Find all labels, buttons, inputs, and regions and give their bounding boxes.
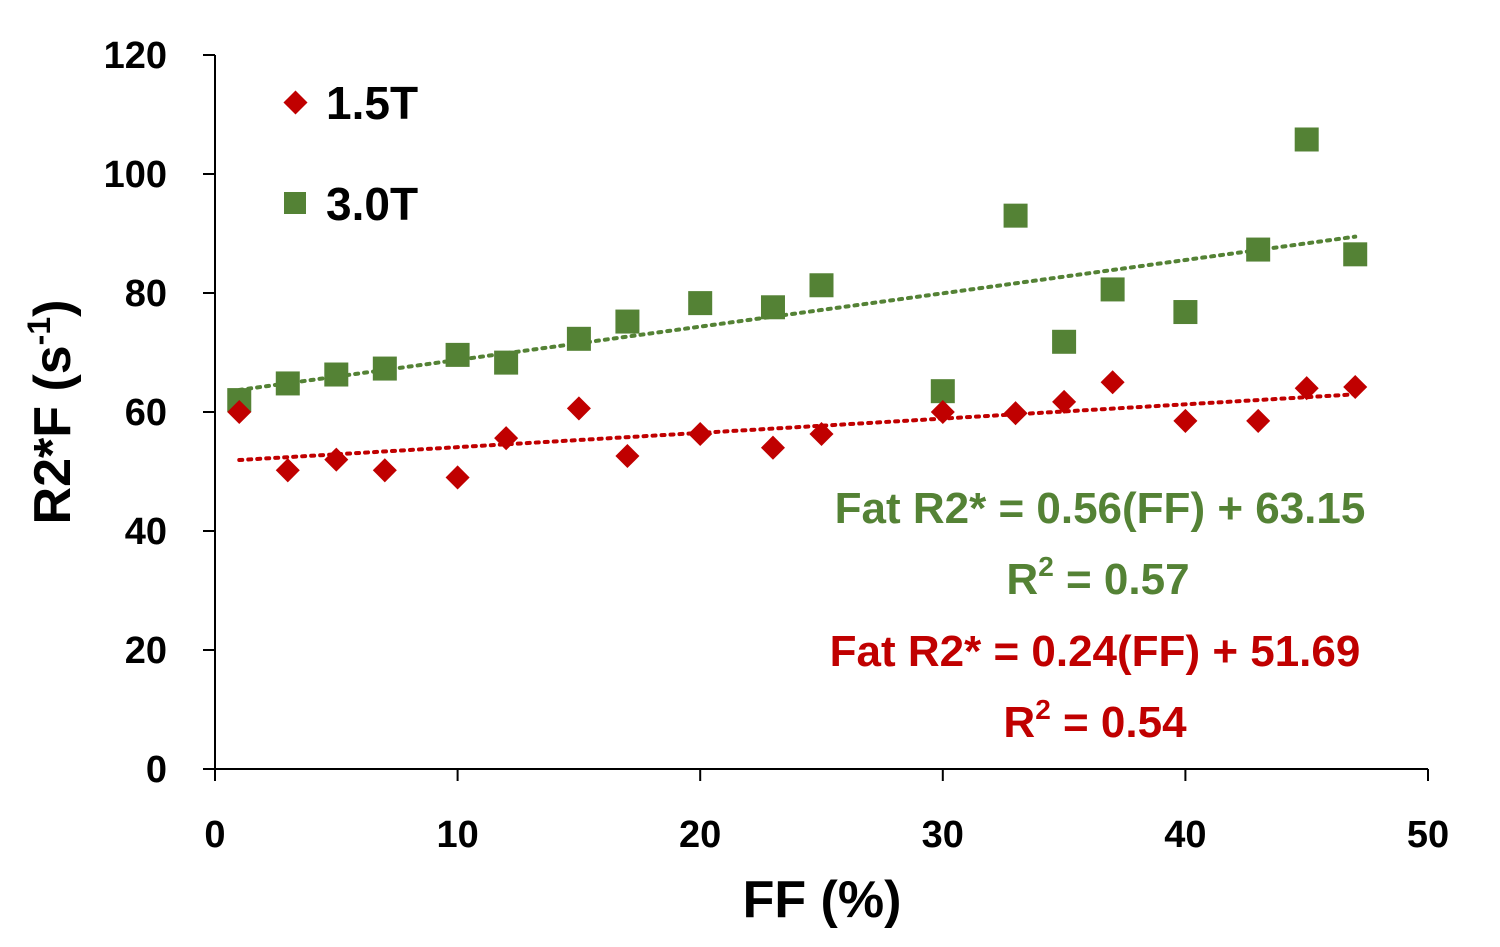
y-axis-title: R2*F (s-1) <box>21 300 82 525</box>
legend-marker-1-5t <box>283 90 308 115</box>
point-3-0t <box>688 291 713 316</box>
point-3-0t <box>930 379 955 404</box>
annotation-green-r2-superscript: 2 <box>1038 551 1054 582</box>
point-1-5t <box>227 399 252 425</box>
point-3-0t <box>445 342 470 367</box>
annotation-green-r2: R2 = 0.57 <box>1006 551 1189 604</box>
x-tick-label: 50 <box>1407 814 1449 856</box>
point-1-5t <box>1003 401 1028 426</box>
point-3-0t <box>275 371 300 396</box>
annotation-green-r2-base: R <box>1006 555 1038 604</box>
x-tick-label: 40 <box>1164 814 1206 856</box>
point-1-5t <box>494 426 519 451</box>
y-axis-title-main: R2*F (s <box>24 345 82 524</box>
point-3-0t <box>1052 329 1077 354</box>
axis-ticks: 0 20 40 60 80 100 120 0 10 20 30 40 50 <box>104 35 1450 856</box>
point-3-0t <box>372 356 397 381</box>
legend-marker-3-0t <box>284 192 306 214</box>
legend: 1.5T 3.0T <box>283 77 418 230</box>
trendline-3-0t <box>237 234 1358 392</box>
point-1-5t <box>1294 376 1319 401</box>
point-3-0t <box>1003 203 1028 228</box>
point-1-5t <box>275 458 300 483</box>
x-axis-title: FF (%) <box>743 871 902 929</box>
y-tick-label: 80 <box>125 273 167 315</box>
y-axis-title-superscript: -1 <box>21 317 57 345</box>
legend-label-3-0t: 3.0T <box>326 178 418 230</box>
x-tick-label: 30 <box>922 814 964 856</box>
point-1-5t <box>1246 408 1271 433</box>
x-tick-label: 10 <box>436 814 478 856</box>
point-1-5t <box>760 435 786 460</box>
point-3-0t <box>494 350 519 375</box>
annotation-green-r2-value: = 0.57 <box>1054 555 1190 604</box>
point-1-5t <box>324 447 349 472</box>
point-3-0t <box>809 273 834 298</box>
legend-label-1-5t: 1.5T <box>326 77 418 129</box>
point-3-0t <box>1246 237 1271 262</box>
y-tick-label: 120 <box>104 35 167 77</box>
annotation-red-r2-base: R <box>1003 698 1035 747</box>
y-tick-label: 100 <box>104 154 167 196</box>
point-1-5t <box>1173 408 1198 433</box>
y-tick-label: 40 <box>125 511 167 553</box>
x-tick-label: 0 <box>204 814 225 856</box>
y-tick-label: 20 <box>125 630 167 672</box>
annotation-red-r2-superscript: 2 <box>1035 694 1051 725</box>
point-1-5t <box>615 444 640 469</box>
annotation-green-equation: Fat R2* = 0.56(FF) + 63.15 <box>835 484 1366 533</box>
point-1-5t <box>566 396 591 421</box>
trendline-1-5t <box>237 392 1358 463</box>
point-3-0t <box>1173 300 1198 325</box>
annotation-red-equation: Fat R2* = 0.24(FF) + 51.69 <box>830 627 1361 676</box>
point-1-5t <box>372 458 397 483</box>
point-3-0t <box>324 362 349 387</box>
y-tick-label: 0 <box>146 749 167 791</box>
annotation-red-r2-value: = 0.54 <box>1051 698 1187 747</box>
point-3-0t <box>1343 242 1368 267</box>
point-3-0t <box>615 309 640 334</box>
trendlines <box>237 234 1358 463</box>
point-1-5t <box>688 421 713 447</box>
point-1-5t <box>445 465 470 490</box>
point-3-0t <box>1294 127 1319 152</box>
point-1-5t <box>1052 389 1077 414</box>
point-1-5t <box>1343 374 1368 400</box>
point-3-0t <box>760 295 785 320</box>
point-3-0t <box>566 326 591 351</box>
annotation-red-r2: R2 = 0.54 <box>1003 694 1187 747</box>
point-3-0t <box>1100 277 1125 302</box>
point-1-5t <box>1100 370 1125 395</box>
y-axis-title-close: ) <box>24 300 82 317</box>
y-tick-label: 60 <box>125 392 167 434</box>
x-tick-label: 20 <box>679 814 721 856</box>
